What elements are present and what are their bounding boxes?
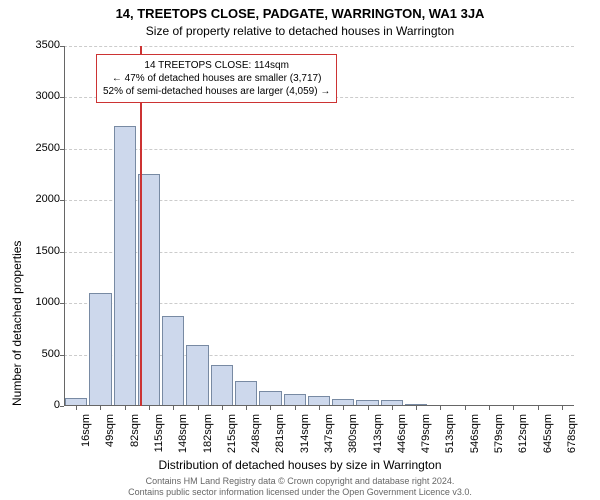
annotation-line-3: 52% of semi-detached houses are larger (… — [103, 85, 330, 98]
histogram-bar — [259, 391, 281, 406]
xtick-mark — [416, 406, 417, 410]
footer-line-1: Contains HM Land Registry data © Crown c… — [0, 476, 600, 487]
ytick-label: 2500 — [10, 142, 60, 154]
xtick-mark — [538, 406, 539, 410]
x-axis-label: Distribution of detached houses by size … — [0, 458, 600, 472]
ytick-mark — [60, 406, 64, 407]
xtick-mark — [319, 406, 320, 410]
xtick-mark — [489, 406, 490, 410]
xtick-mark — [295, 406, 296, 410]
annotation-line-2: ← 47% of detached houses are smaller (3,… — [103, 72, 330, 85]
chart-container: 14, TREETOPS CLOSE, PADGATE, WARRINGTON,… — [0, 0, 600, 500]
ytick-label: 3500 — [10, 39, 60, 51]
xtick-mark — [513, 406, 514, 410]
xtick-mark — [198, 406, 199, 410]
ytick-label: 2000 — [10, 193, 60, 205]
y-axis-line — [64, 46, 65, 406]
histogram-bar — [211, 365, 233, 406]
xtick-mark — [465, 406, 466, 410]
xtick-mark — [562, 406, 563, 410]
histogram-bar — [114, 126, 136, 406]
xtick-mark — [222, 406, 223, 410]
ytick-label: 1000 — [10, 296, 60, 308]
histogram-bar — [186, 345, 208, 406]
xtick-mark — [125, 406, 126, 410]
xtick-mark — [343, 406, 344, 410]
xtick-mark — [440, 406, 441, 410]
histogram-bar — [162, 316, 184, 407]
chart-title-sub: Size of property relative to detached ho… — [0, 24, 600, 38]
annotation-box: 14 TREETOPS CLOSE: 114sqm ← 47% of detac… — [96, 54, 337, 103]
histogram-bar — [89, 293, 111, 406]
xtick-mark — [392, 406, 393, 410]
ytick-label: 500 — [10, 348, 60, 360]
ytick-label: 0 — [10, 399, 60, 411]
histogram-bar — [235, 381, 257, 406]
footer-attribution: Contains HM Land Registry data © Crown c… — [0, 476, 600, 498]
xtick-mark — [173, 406, 174, 410]
chart-title-main: 14, TREETOPS CLOSE, PADGATE, WARRINGTON,… — [0, 6, 600, 21]
xtick-mark — [246, 406, 247, 410]
xtick-mark — [270, 406, 271, 410]
footer-line-2: Contains public sector information licen… — [0, 487, 600, 498]
xtick-mark — [76, 406, 77, 410]
xtick-mark — [100, 406, 101, 410]
ytick-label: 1500 — [10, 245, 60, 257]
xtick-mark — [368, 406, 369, 410]
annotation-line-1: 14 TREETOPS CLOSE: 114sqm — [103, 59, 330, 72]
plot-area: 14 TREETOPS CLOSE: 114sqm ← 47% of detac… — [64, 46, 574, 406]
ytick-label: 3000 — [10, 90, 60, 102]
xtick-mark — [149, 406, 150, 410]
